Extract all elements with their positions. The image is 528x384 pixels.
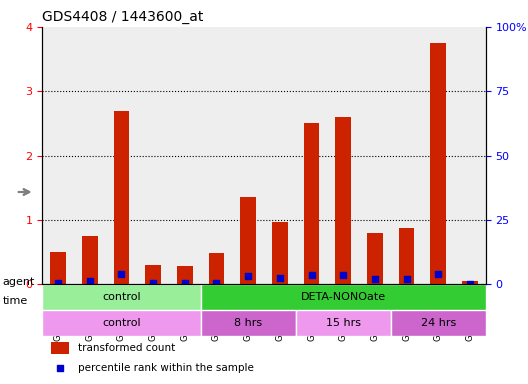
Text: 8 hrs: 8 hrs [234,318,262,328]
Bar [177,266,193,285]
Bar [82,236,98,285]
Bar [335,117,351,285]
Bar [399,228,414,285]
Bar [50,252,66,285]
Point [56,365,64,371]
FancyBboxPatch shape [42,285,201,310]
Text: control: control [102,292,141,302]
Bar [367,233,383,285]
FancyBboxPatch shape [42,310,201,336]
Bar [145,265,161,285]
FancyBboxPatch shape [201,285,486,310]
Text: time: time [3,296,28,306]
Point [181,280,189,286]
FancyBboxPatch shape [391,310,486,336]
Bar [272,222,288,285]
Point [371,276,379,282]
Point [466,281,474,287]
Text: 24 hrs: 24 hrs [421,318,456,328]
Text: DETA-NONOate: DETA-NONOate [300,292,386,302]
Point [117,271,126,277]
Point [149,280,157,286]
FancyBboxPatch shape [296,310,391,336]
Text: agent: agent [3,277,35,287]
Point [212,280,221,286]
Bar [114,111,129,285]
Point [307,271,316,278]
Point [276,275,284,281]
Point [434,271,442,278]
Point [54,280,62,286]
Text: transformed count: transformed count [78,343,175,353]
Bar [240,197,256,285]
Text: GDS4408 / 1443600_at: GDS4408 / 1443600_at [42,10,204,25]
Point [339,271,347,278]
FancyBboxPatch shape [201,310,296,336]
Bar [209,253,224,285]
Point [402,276,411,282]
Point [244,273,252,279]
Text: control: control [102,318,141,328]
Point [86,278,94,284]
Text: 15 hrs: 15 hrs [326,318,361,328]
Bar [304,123,319,285]
Text: percentile rank within the sample: percentile rank within the sample [78,363,253,373]
Bar [51,342,69,354]
Bar [430,43,446,285]
Bar [462,281,478,285]
